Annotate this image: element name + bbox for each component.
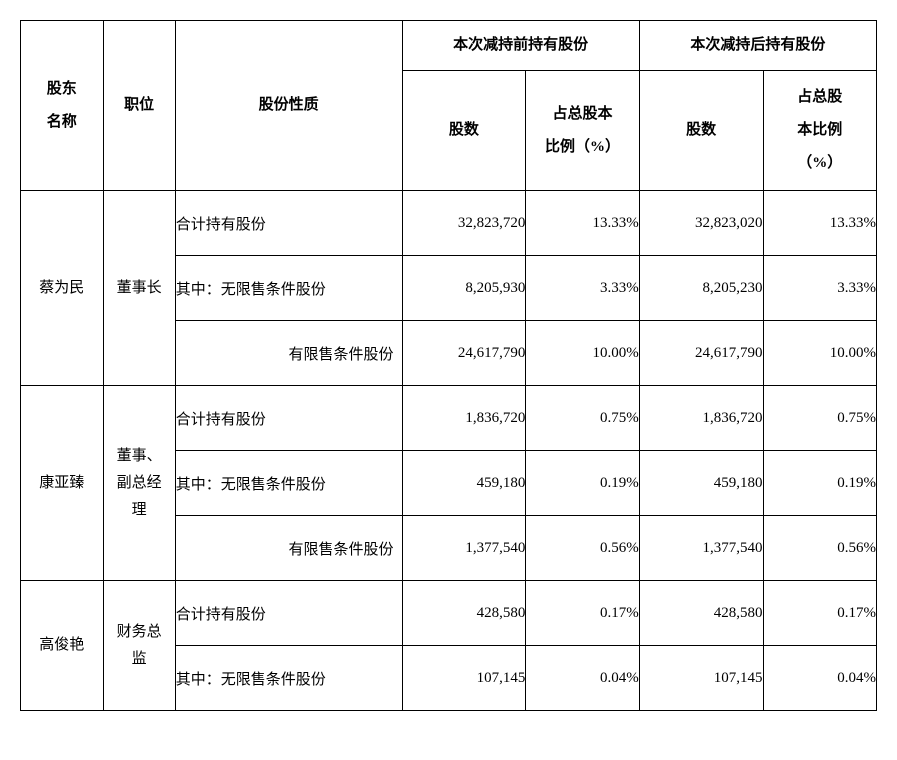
before-shares-cell: 1,377,540 xyxy=(402,516,526,581)
before-pct-cell: 13.33% xyxy=(526,191,639,256)
before-shares-cell: 459,180 xyxy=(402,451,526,516)
share-type-cell: 有限售条件股份 xyxy=(175,321,402,386)
after-shares-cell: 1,377,540 xyxy=(639,516,763,581)
after-pct-cell: 13.33% xyxy=(763,191,876,256)
holder-name: 蔡为民 xyxy=(21,191,104,386)
header-before-pct: 占总股本比例（%） xyxy=(526,71,639,191)
table-header: 股东名称 职位 股份性质 本次减持前持有股份 本次减持后持有股份 股数 占总股本… xyxy=(21,21,877,191)
shareholding-table: 股东名称 职位 股份性质 本次减持前持有股份 本次减持后持有股份 股数 占总股本… xyxy=(20,20,877,711)
header-after-group: 本次减持后持有股份 xyxy=(639,21,876,71)
after-shares-cell: 1,836,720 xyxy=(639,386,763,451)
before-pct-cell: 0.04% xyxy=(526,646,639,711)
header-name: 股东名称 xyxy=(21,21,104,191)
after-pct-cell: 0.56% xyxy=(763,516,876,581)
after-shares-cell: 428,580 xyxy=(639,581,763,646)
after-shares-cell: 24,617,790 xyxy=(639,321,763,386)
before-pct-cell: 10.00% xyxy=(526,321,639,386)
share-type-cell: 合计持有股份 xyxy=(175,191,402,256)
before-shares-cell: 1,836,720 xyxy=(402,386,526,451)
share-type-cell: 其中：无限售条件股份 xyxy=(175,256,402,321)
share-type-cell: 有限售条件股份 xyxy=(175,516,402,581)
after-pct-cell: 3.33% xyxy=(763,256,876,321)
before-shares-cell: 428,580 xyxy=(402,581,526,646)
before-pct-cell: 0.17% xyxy=(526,581,639,646)
after-pct-cell: 10.00% xyxy=(763,321,876,386)
header-share-type: 股份性质 xyxy=(175,21,402,191)
after-pct-cell: 0.19% xyxy=(763,451,876,516)
header-position: 职位 xyxy=(103,21,175,191)
holder-position: 董事长 xyxy=(103,191,175,386)
share-type-cell: 合计持有股份 xyxy=(175,386,402,451)
after-shares-cell: 8,205,230 xyxy=(639,256,763,321)
before-pct-cell: 0.75% xyxy=(526,386,639,451)
before-pct-cell: 0.19% xyxy=(526,451,639,516)
before-shares-cell: 24,617,790 xyxy=(402,321,526,386)
after-shares-cell: 459,180 xyxy=(639,451,763,516)
before-shares-cell: 107,145 xyxy=(402,646,526,711)
holder-name: 康亚臻 xyxy=(21,386,104,581)
after-shares-cell: 107,145 xyxy=(639,646,763,711)
after-pct-cell: 0.17% xyxy=(763,581,876,646)
after-shares-cell: 32,823,020 xyxy=(639,191,763,256)
before-pct-cell: 3.33% xyxy=(526,256,639,321)
header-after-pct: 占总股本比例（%） xyxy=(763,71,876,191)
after-pct-cell: 0.04% xyxy=(763,646,876,711)
after-pct-cell: 0.75% xyxy=(763,386,876,451)
before-shares-cell: 32,823,720 xyxy=(402,191,526,256)
table-row: 蔡为民董事长合计持有股份32,823,72013.33%32,823,02013… xyxy=(21,191,877,256)
header-after-shares: 股数 xyxy=(639,71,763,191)
share-type-cell: 合计持有股份 xyxy=(175,581,402,646)
holder-position: 财务总监 xyxy=(103,581,175,711)
header-before-group: 本次减持前持有股份 xyxy=(402,21,639,71)
before-pct-cell: 0.56% xyxy=(526,516,639,581)
holder-name: 高俊艳 xyxy=(21,581,104,711)
table-body: 蔡为民董事长合计持有股份32,823,72013.33%32,823,02013… xyxy=(21,191,877,711)
holder-position: 董事、副总经理 xyxy=(103,386,175,581)
table-row: 高俊艳财务总监合计持有股份428,5800.17%428,5800.17% xyxy=(21,581,877,646)
header-before-shares: 股数 xyxy=(402,71,526,191)
table-row: 康亚臻董事、副总经理合计持有股份1,836,7200.75%1,836,7200… xyxy=(21,386,877,451)
share-type-cell: 其中：无限售条件股份 xyxy=(175,646,402,711)
before-shares-cell: 8,205,930 xyxy=(402,256,526,321)
share-type-cell: 其中：无限售条件股份 xyxy=(175,451,402,516)
